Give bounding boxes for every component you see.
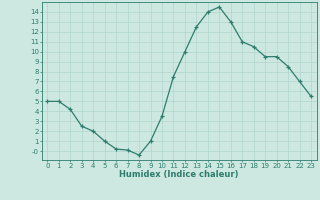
X-axis label: Humidex (Indice chaleur): Humidex (Indice chaleur): [119, 170, 239, 179]
